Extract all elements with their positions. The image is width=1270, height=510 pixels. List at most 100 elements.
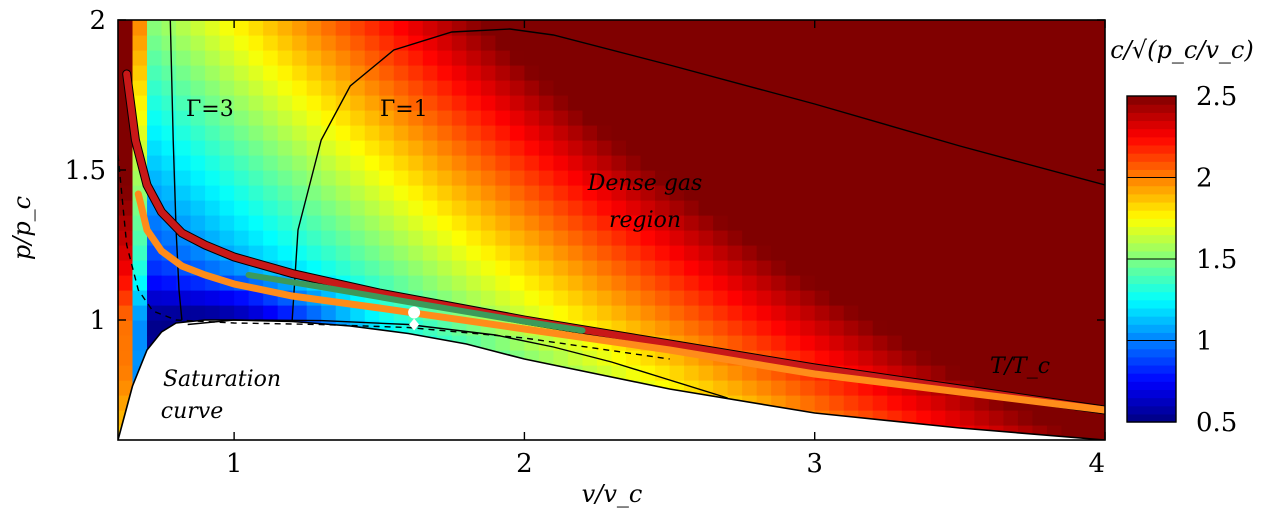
- heatmap-cell: [872, 335, 888, 351]
- heatmap-cell: [727, 155, 743, 171]
- heatmap-cell: [756, 305, 772, 321]
- heatmap-cell: [118, 260, 134, 276]
- heatmap-cell: [814, 275, 830, 291]
- heatmap-cell: [640, 230, 656, 246]
- heatmap-cell: [1017, 320, 1034, 336]
- heatmap-cell: [335, 155, 351, 171]
- heatmap-cell: [858, 155, 874, 171]
- isotherm-label: T/T_c: [990, 354, 1050, 379]
- heatmap-cell: [713, 20, 729, 36]
- heatmap-cell: [364, 155, 380, 171]
- heatmap-cell: [713, 290, 729, 306]
- heatmap-cell: [234, 230, 250, 246]
- heatmap-cell: [205, 65, 221, 81]
- heatmap-cell: [800, 155, 816, 171]
- heatmap-cell: [945, 35, 961, 51]
- heatmap-cell: [887, 395, 903, 411]
- heatmap-cell: [1046, 275, 1063, 291]
- heatmap-cell: [988, 350, 1004, 366]
- heatmap-cell: [147, 215, 163, 231]
- heatmap-cell: [611, 365, 627, 381]
- heatmap-cell: [684, 215, 700, 231]
- heatmap-cell: [596, 290, 613, 306]
- heatmap-cell: [1017, 20, 1034, 36]
- heatmap-cell: [872, 170, 888, 186]
- heatmap-cell: [1017, 335, 1034, 351]
- heatmap-cell: [756, 215, 772, 231]
- heatmap-cell: [829, 350, 845, 366]
- heatmap-cell: [161, 290, 177, 306]
- heatmap-cell: [393, 110, 409, 126]
- heatmap-cell: [611, 80, 627, 96]
- heatmap-cell: [1061, 365, 1077, 381]
- heatmap-cell: [887, 320, 903, 336]
- heatmap-cell: [887, 350, 903, 366]
- heatmap-cell: [393, 200, 409, 216]
- heatmap-cell: [495, 155, 511, 171]
- heatmap-cell: [219, 305, 235, 321]
- heatmap-cell: [118, 320, 134, 336]
- heatmap-cell: [858, 395, 874, 411]
- heatmap-cell: [727, 65, 743, 81]
- heatmap-cell: [480, 125, 496, 141]
- heatmap-cell: [727, 20, 743, 36]
- heatmap-cell: [1017, 50, 1034, 66]
- heatmap-cell: [205, 290, 221, 306]
- x-tick-label: 1: [226, 449, 243, 479]
- heatmap-cell: [553, 110, 569, 126]
- heatmap-cell: [829, 290, 845, 306]
- heatmap-cell: [306, 125, 322, 141]
- heatmap-cell: [495, 245, 511, 261]
- heatmap-cell: [509, 170, 526, 186]
- heatmap-cell: [930, 170, 946, 186]
- heatmap-cell: [1003, 200, 1019, 216]
- heatmap-cell: [1046, 320, 1063, 336]
- heatmap-cell: [742, 140, 758, 156]
- heatmap-cell: [916, 65, 932, 81]
- heatmap-cell: [988, 365, 1004, 381]
- heatmap-cell: [509, 185, 526, 201]
- heatmap-cell: [118, 170, 134, 186]
- heatmap-cell: [800, 230, 816, 246]
- heatmap-cell: [335, 110, 351, 126]
- heatmap-cell: [1032, 215, 1048, 231]
- heatmap-cell: [190, 20, 206, 36]
- heatmap-cell: [930, 140, 946, 156]
- heatmap-cell: [698, 125, 714, 141]
- heatmap-cell: [858, 290, 874, 306]
- heatmap-cell: [118, 215, 134, 231]
- heatmap-cell: [814, 50, 830, 66]
- heatmap-cell: [277, 245, 293, 261]
- heatmap-cell: [176, 275, 192, 291]
- heatmap-cell: [771, 50, 787, 66]
- heatmap-cell: [161, 260, 177, 276]
- heatmap-cell: [640, 80, 656, 96]
- heatmap-cell: [524, 155, 540, 171]
- heatmap-cell: [437, 20, 453, 36]
- heatmap-cell: [713, 80, 729, 96]
- heatmap-cell: [843, 80, 859, 96]
- heatmap-cell: [785, 20, 801, 36]
- heatmap-cell: [1017, 200, 1034, 216]
- heatmap-cell: [611, 245, 627, 261]
- heatmap-cell: [132, 95, 148, 111]
- heatmap-cell: [205, 20, 221, 36]
- heatmap-cell: [1003, 290, 1019, 306]
- heatmap-cell: [1046, 350, 1063, 366]
- heatmap-cell: [756, 35, 772, 51]
- heatmap-cell: [132, 305, 148, 321]
- heatmap-cell: [466, 230, 482, 246]
- heatmap-cell: [248, 95, 264, 111]
- heatmap-cell: [567, 65, 584, 81]
- heatmap-cell: [858, 350, 874, 366]
- heatmap-cell: [582, 275, 598, 291]
- heatmap-cell: [306, 170, 322, 186]
- colorbar-segment: [1127, 144, 1176, 154]
- heatmap-cell: [1017, 140, 1034, 156]
- heatmap-cell: [800, 110, 816, 126]
- heatmap-cell: [1046, 65, 1063, 81]
- heatmap-cell: [234, 140, 250, 156]
- heatmap-cell: [843, 215, 859, 231]
- heatmap-cell: [248, 305, 264, 321]
- heatmap-cell: [1090, 95, 1105, 111]
